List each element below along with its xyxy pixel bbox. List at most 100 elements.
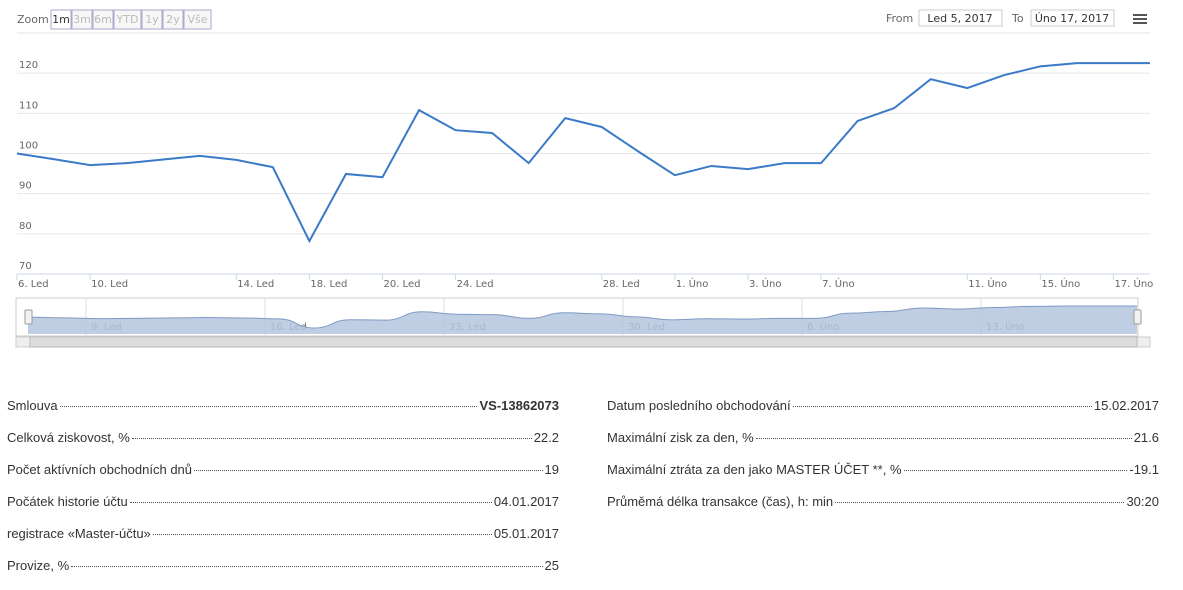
navigator-handle: [1133, 309, 1142, 325]
x-tick-label: 28. Led: [603, 279, 640, 290]
stat-value: 22.2: [533, 430, 559, 445]
to-label: To: [1011, 12, 1024, 25]
stat-label: Smlouva: [7, 398, 58, 413]
stat-value: 25: [544, 558, 559, 573]
stat-label: Počátek historie účtu: [7, 494, 128, 509]
x-tick-label: 20. Led: [383, 279, 420, 290]
stat-row: Maximální zisk za den, % 21.6: [607, 430, 1159, 462]
stat-value: 15.02.2017: [1093, 398, 1159, 413]
y-tick-label: 80: [19, 221, 32, 232]
navigator-area: [28, 306, 1137, 334]
menu-icon[interactable]: [1133, 14, 1147, 24]
stat-row: Celková ziskovost, % 22.2: [7, 430, 559, 462]
y-tick-label: 120: [19, 60, 38, 71]
stat-row: Počátek historie účtu 04.01.2017: [7, 494, 559, 526]
series-line: [16, 62, 1150, 244]
x-tick-label: 11. Úno: [968, 277, 1007, 290]
zoom-button[interactable]: 2y: [162, 9, 184, 30]
from-input[interactable]: [918, 9, 1003, 27]
x-tick-label: 3. Úno: [749, 277, 782, 290]
stat-value: 21.6: [1133, 430, 1159, 445]
stat-label: Průměmá délka transakce (čas), h: min: [607, 494, 834, 509]
to-value: Úno 17, 2017: [1035, 12, 1109, 25]
stat-label: Provize, %: [7, 558, 70, 573]
stat-value: 04.01.2017: [493, 494, 559, 509]
stat-row: Počet aktívních obchodních dnů 19: [7, 462, 559, 494]
y-tick-label: 70: [19, 261, 32, 272]
stat-label: Datum posledního obchodování: [607, 398, 791, 413]
zoom-button-label: 1m: [52, 13, 70, 26]
stat-row: Provize, % 25: [7, 558, 559, 590]
zoom-button[interactable]: 3m: [71, 9, 93, 30]
navigator-line: [27, 305, 1137, 329]
stat-value: 19: [544, 462, 559, 477]
chart: Zoom From Led 5, 2017 To Úno 17, 2017 1m…: [15, 9, 1153, 348]
y-tick-label: 100: [19, 141, 38, 152]
menu-bar: [1133, 14, 1147, 16]
stat-label: Počet aktívních obchodních dnů: [7, 462, 193, 477]
zoom-button[interactable]: Vše: [183, 9, 212, 30]
x-tick-label: 18. Led: [310, 279, 347, 290]
zoom-button-box: [50, 9, 72, 30]
stat-leader: [129, 502, 492, 503]
x-tick-label: 6. Led: [18, 279, 49, 290]
zoom-button-box: [92, 9, 114, 30]
x-tick-label: 7. Úno: [822, 277, 855, 290]
from-value: Led 5, 2017: [927, 12, 992, 25]
stat-leader: [194, 470, 543, 471]
stat-leader: [835, 502, 1125, 503]
stat-label: Maximální ztráta za den jako MASTER ÚČET…: [607, 462, 902, 477]
stat-leader: [71, 566, 543, 567]
x-tick-label: 14. Led: [237, 279, 274, 290]
x-tick-label: 24. Led: [457, 279, 494, 290]
stat-leader: [792, 406, 1092, 407]
menu-bar: [1133, 18, 1147, 20]
stats-left: Smlouva VS-13862073 Celková ziskovost, % 22…: [7, 398, 559, 590]
stat-row: Datum posledního obchodování 15.02.2017: [607, 398, 1159, 430]
x-tick-label: 10. Led: [91, 279, 128, 290]
zoom-button-box: [162, 9, 184, 30]
stat-row: Smlouva VS-13862073: [7, 398, 559, 430]
scrollbar-thumb[interactable]: [29, 336, 1138, 348]
zoom-button-label: Vše: [187, 13, 207, 26]
zoom-button-label: 1y: [145, 13, 159, 26]
zoom-button[interactable]: 1m: [50, 9, 72, 30]
stat-label: Celková ziskovost, %: [7, 430, 130, 445]
to-input[interactable]: [1030, 9, 1115, 27]
navigator-handle: [24, 309, 33, 325]
stat-leader: [152, 534, 492, 535]
x-tick-label: 17. Úno: [1114, 277, 1153, 290]
stat-row: Maximální ztráta za den jako MASTER ÚČET…: [607, 462, 1159, 494]
zoom-button-box: [183, 9, 212, 30]
menu-bar: [1133, 22, 1147, 24]
zoom-button-label: YTD: [116, 13, 139, 26]
zoom-button[interactable]: YTD: [113, 9, 142, 30]
stat-label: Maximální zisk za den, %: [607, 430, 754, 445]
zoom-button-box: [113, 9, 142, 30]
stats-right: Datum posledního obchodování 15.02.2017 Ma…: [607, 398, 1159, 526]
stat-label: registrace «Master-účtu»: [7, 526, 151, 541]
zoom-button-label: 6m: [94, 13, 112, 26]
y-tick-label: 110: [19, 100, 38, 111]
from-label: From: [886, 12, 913, 25]
zoom-button-label: 3m: [73, 13, 91, 26]
x-tick-label: 15. Úno: [1041, 277, 1080, 290]
stat-row: registrace «Master-účtu» 05.01.2017: [7, 526, 559, 558]
y-tick-label: 90: [19, 181, 32, 192]
zoom-button-box: [71, 9, 93, 30]
stat-value: 30:20: [1126, 494, 1159, 509]
stat-leader: [903, 470, 1128, 471]
zoom-button-box: [141, 9, 163, 30]
stat-value: VS-13862073: [479, 398, 559, 413]
zoom-button[interactable]: 1y: [141, 9, 163, 30]
zoom-label: Zoom: [17, 13, 49, 26]
stat-leader: [59, 406, 478, 407]
stat-leader: [755, 438, 1132, 439]
x-tick-label: 1. Úno: [676, 277, 709, 290]
stat-value: 05.01.2017: [493, 526, 559, 541]
stat-leader: [131, 438, 532, 439]
zoom-button-label: 2y: [166, 13, 180, 26]
zoom-button[interactable]: 6m: [92, 9, 114, 30]
stat-value: -19.1: [1129, 462, 1159, 477]
